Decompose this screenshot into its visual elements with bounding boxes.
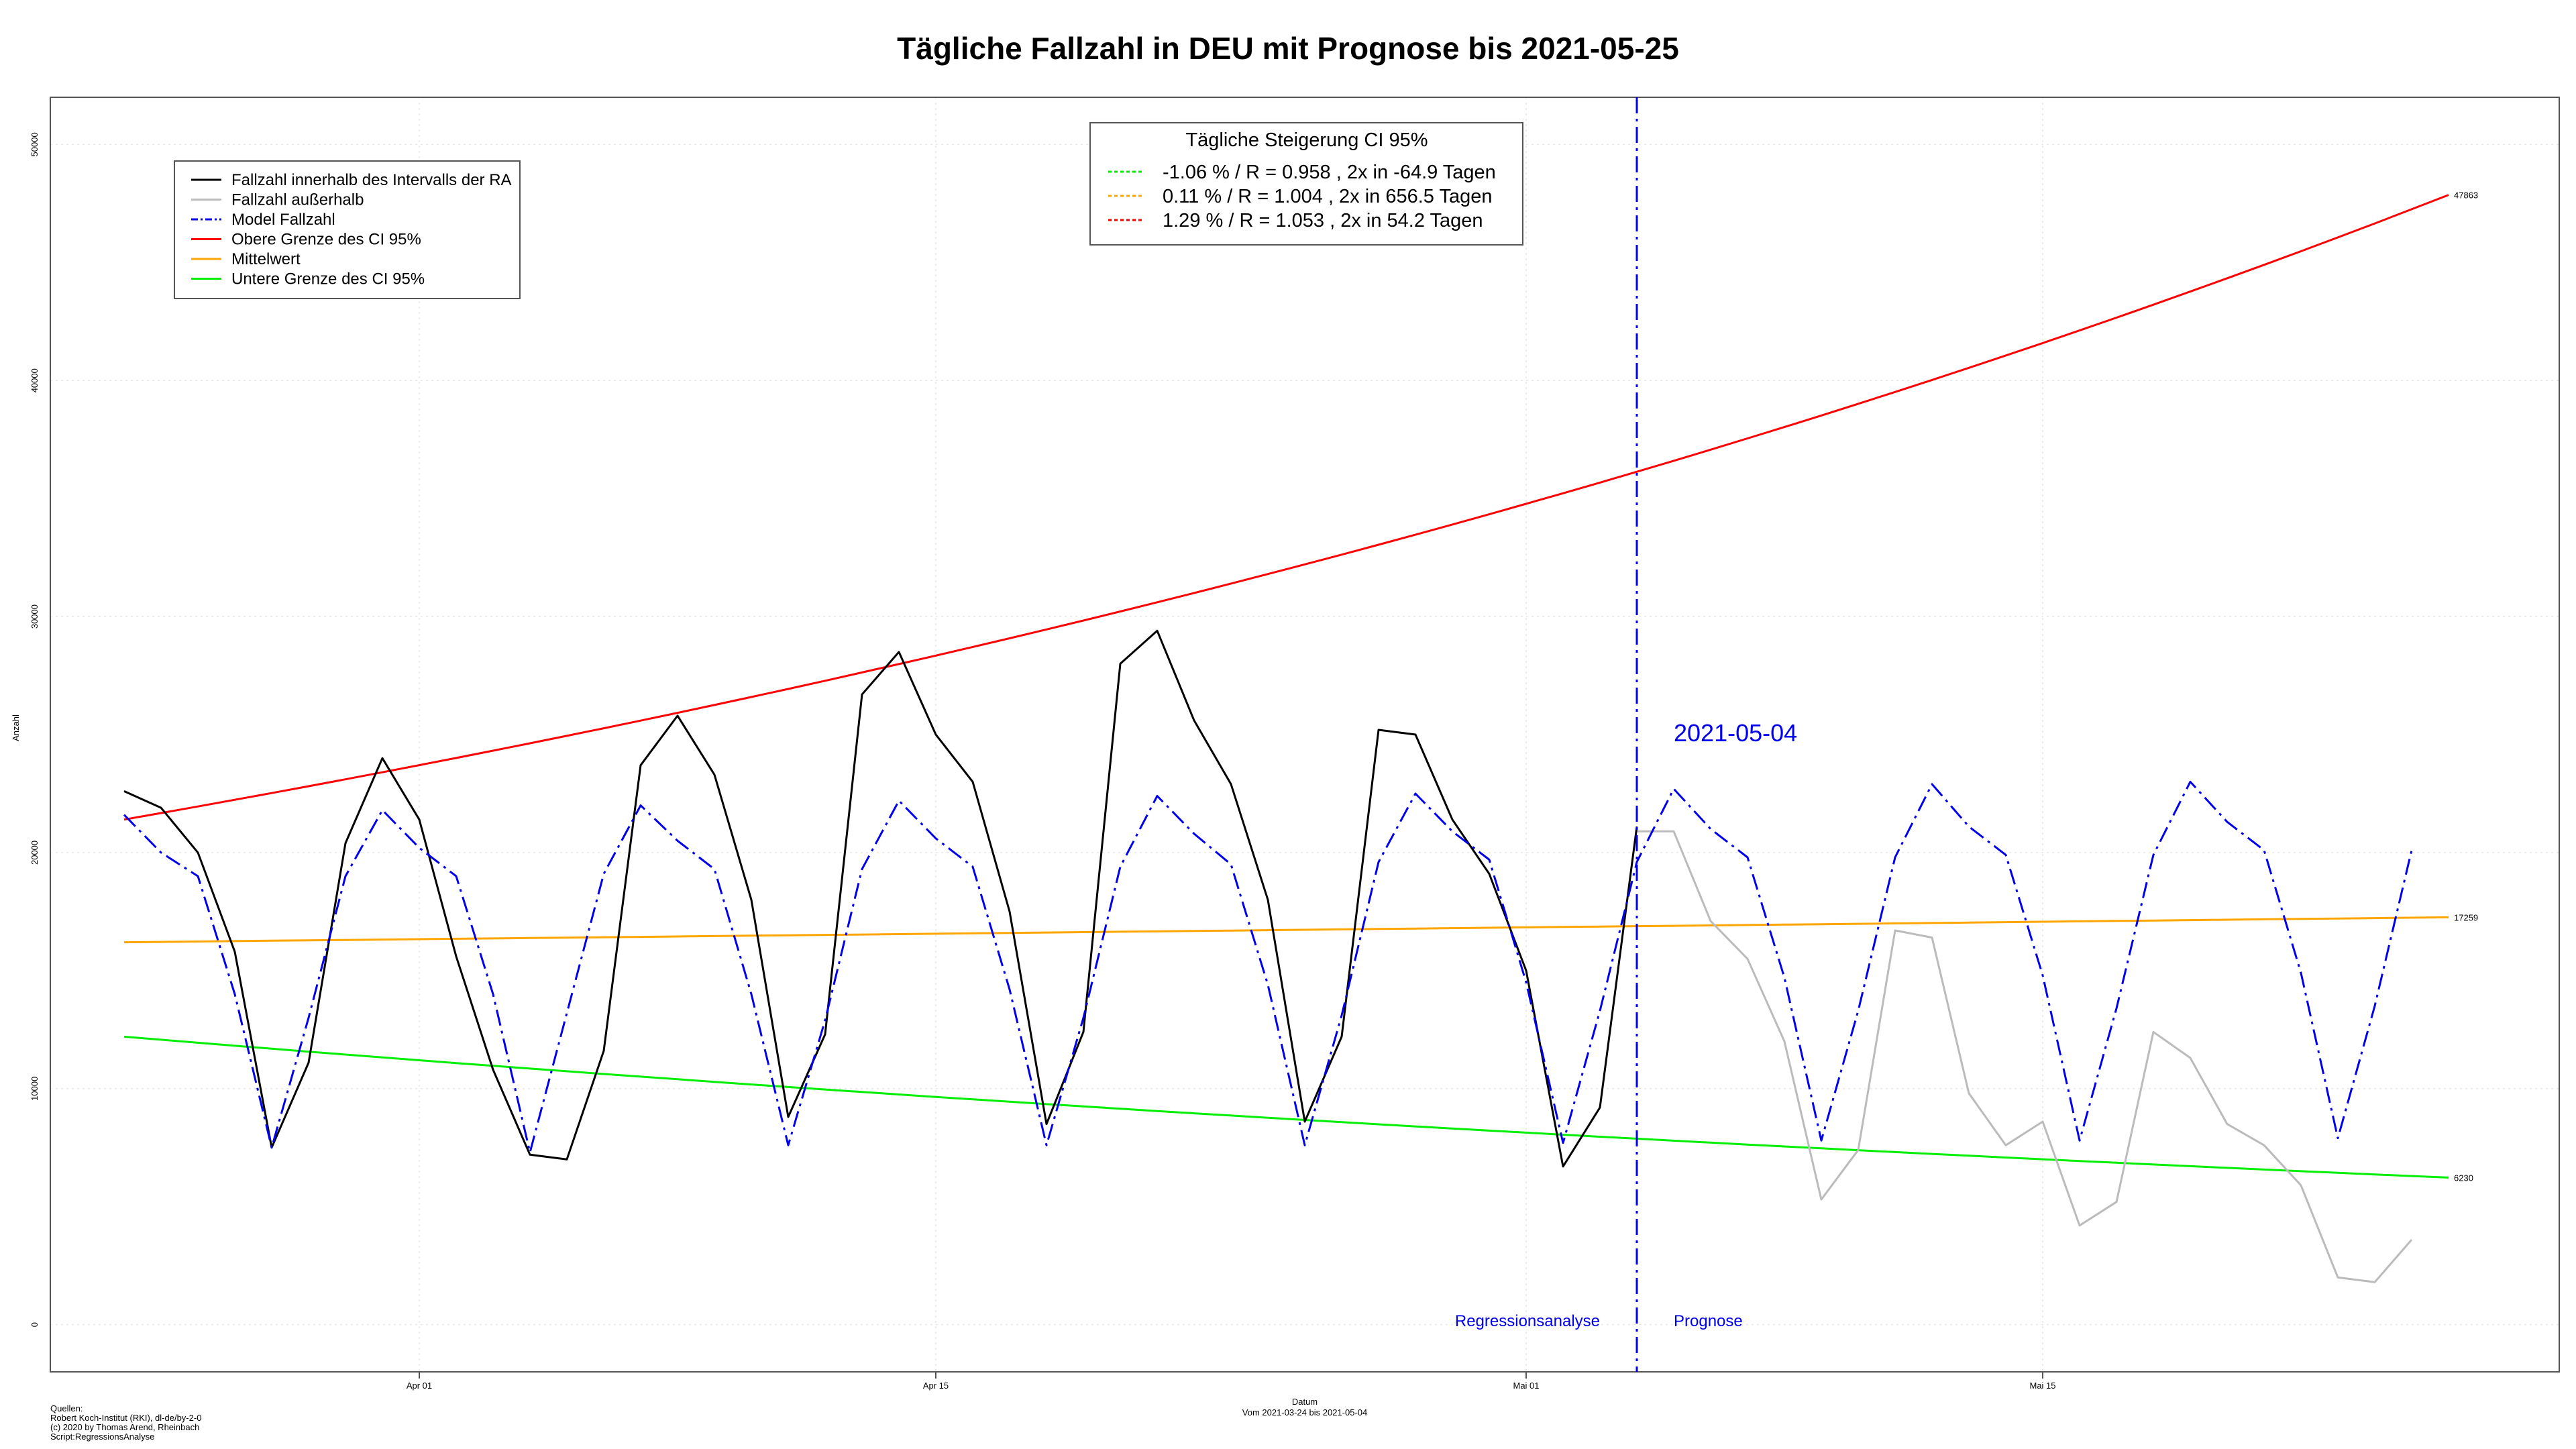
ci-box: Tägliche Steigerung CI 95% -1.06 % / R =…	[1089, 122, 1523, 246]
legend-label: Fallzahl außerhalb	[231, 191, 364, 209]
legend-label: Mittelwert	[231, 250, 301, 268]
source-line-4: Script:RegressionsAnalyse	[50, 1432, 154, 1442]
ci-label: -1.06 % / R = 0.958 , 2x in -64.9 Tagen	[1163, 162, 1496, 183]
series-line	[123, 1035, 2449, 1179]
y-axis-label: Anzahl	[11, 714, 21, 741]
ci-label: 0.11 % / R = 1.004 , 2x in 656.5 Tagen	[1163, 186, 1492, 207]
legend-items: Fallzahl innerhalb des Intervalls der RA…	[191, 171, 512, 288]
x-tick-label: Apr 01	[407, 1381, 432, 1391]
y-tick-label: 50000	[30, 132, 40, 156]
y-tick-label: 40000	[30, 368, 40, 392]
series-line	[1637, 830, 2413, 1283]
legend-label: Obere Grenze des CI 95%	[231, 231, 421, 249]
series-layer	[123, 194, 2449, 1283]
legend-box	[174, 160, 521, 299]
x-tick-label: Mai 01	[1513, 1381, 1539, 1391]
regression-label: Regressionsanalyse	[1455, 1312, 1600, 1330]
sources: Quellen: Robert Koch-Institut (RKI), dl-…	[50, 1403, 201, 1442]
series-end-labels: 17259 6230 47863	[2454, 191, 2478, 1183]
legend-label: Model Fallzahl	[231, 211, 335, 229]
series-end-label: 47863	[2454, 191, 2478, 201]
ci-items: -1.06 % / R = 0.958 , 2x in -64.9 Tagen 0…	[1108, 162, 1496, 231]
ci-box-frame	[1089, 122, 1523, 246]
x-axis-label: Datum	[1292, 1397, 1318, 1407]
x-axis-sublabel: Vom 2021-03-24 bis 2021-05-04	[1242, 1407, 1367, 1417]
series-end-label: 17259	[2454, 912, 2478, 922]
y-tick-label: 0	[30, 1322, 40, 1327]
series-line	[123, 780, 2413, 1154]
series-line	[123, 194, 2449, 821]
legend: Fallzahl innerhalb des Intervalls der RA…	[174, 160, 521, 299]
y-axis-ticks: 0 10000 20000 30000 40000 50000	[30, 132, 40, 1327]
series-end-label: 6230	[2454, 1173, 2473, 1183]
x-tick-label: Mai 15	[2029, 1381, 2055, 1391]
legend-label: Untere Grenze des CI 95%	[231, 270, 425, 288]
series-line	[123, 916, 2449, 944]
chart-title: Tägliche Fallzahl in DEU mit Prognose bi…	[897, 31, 1679, 66]
forecast-date-label: 2021-05-04	[1674, 719, 1797, 747]
x-axis-ticks: Apr 01 Apr 15 Mai 01 Mai 15	[407, 1372, 2056, 1391]
ci-box-title: Tägliche Steigerung CI 95%	[1185, 129, 1428, 151]
series-line	[123, 629, 1638, 1168]
y-tick-label: 20000	[30, 841, 40, 865]
source-line-3: (c) 2020 by Thomas Arend, Rheinbach	[50, 1422, 199, 1432]
ci-label: 1.29 % / R = 1.053 , 2x in 54.2 Tagen	[1163, 210, 1483, 231]
y-tick-label: 30000	[30, 604, 40, 629]
y-tick-label: 10000	[30, 1077, 40, 1101]
forecast-label: Prognose	[1674, 1312, 1743, 1330]
source-line-2: Robert Koch-Institut (RKI), dl-de/by-2-0	[50, 1413, 201, 1423]
source-line-1: Quellen:	[50, 1403, 83, 1413]
plot-frame	[50, 97, 2560, 1373]
x-tick-label: Apr 15	[923, 1381, 949, 1391]
legend-label: Fallzahl innerhalb des Intervalls der RA	[231, 171, 512, 189]
